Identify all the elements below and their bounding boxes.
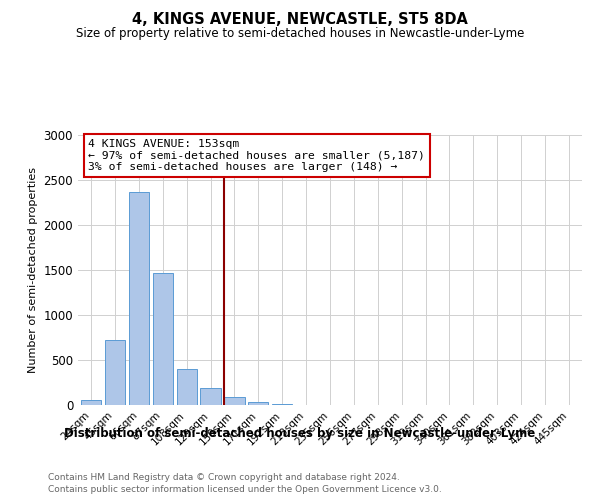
Text: Size of property relative to semi-detached houses in Newcastle-under-Lyme: Size of property relative to semi-detach… (76, 28, 524, 40)
Bar (248, 402, 268, 405)
Bar (152, 272, 173, 405)
Bar (176, 369, 197, 405)
Text: Contains public sector information licensed under the Open Government Licence v3: Contains public sector information licen… (48, 485, 442, 494)
Bar (272, 404, 292, 405)
Bar (129, 192, 149, 405)
Bar (200, 388, 221, 405)
Y-axis label: Number of semi-detached properties: Number of semi-detached properties (28, 167, 38, 373)
Text: 4 KINGS AVENUE: 153sqm
← 97% of semi-detached houses are smaller (5,187)
3% of s: 4 KINGS AVENUE: 153sqm ← 97% of semi-det… (88, 139, 425, 172)
Bar (105, 340, 125, 405)
Bar (224, 397, 245, 405)
Text: Contains HM Land Registry data © Crown copyright and database right 2024.: Contains HM Land Registry data © Crown c… (48, 472, 400, 482)
Bar (81, 400, 101, 405)
Text: 4, KINGS AVENUE, NEWCASTLE, ST5 8DA: 4, KINGS AVENUE, NEWCASTLE, ST5 8DA (132, 12, 468, 28)
Text: Distribution of semi-detached houses by size in Newcastle-under-Lyme: Distribution of semi-detached houses by … (64, 428, 536, 440)
